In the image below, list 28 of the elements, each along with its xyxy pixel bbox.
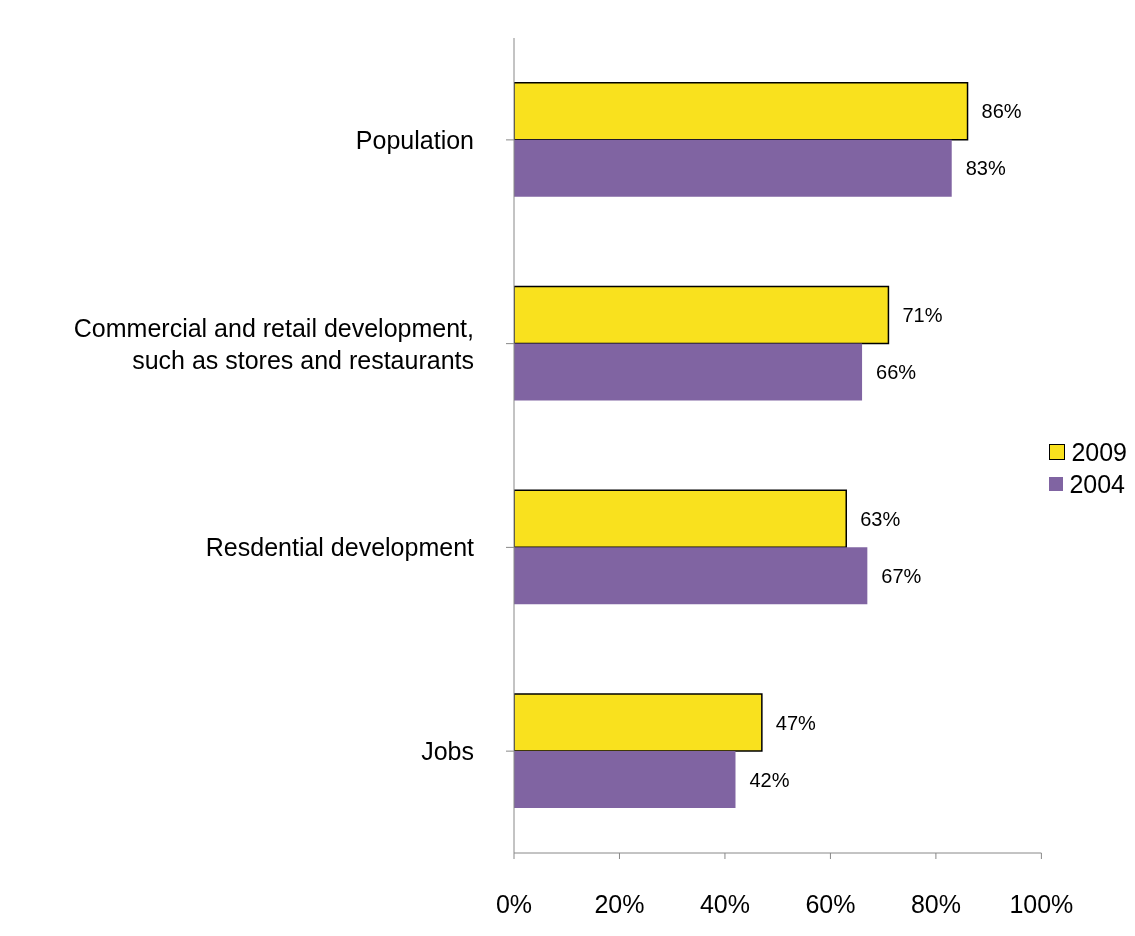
bar bbox=[514, 139, 952, 197]
bar bbox=[514, 547, 868, 605]
data-label: 66% bbox=[876, 361, 917, 384]
x-tick-label: 60% bbox=[805, 889, 856, 918]
legend-label: 2009 bbox=[1071, 437, 1127, 467]
bar bbox=[514, 489, 847, 549]
x-tick-label: 100% bbox=[1009, 889, 1074, 918]
bar bbox=[514, 82, 969, 141]
data-label: 47% bbox=[775, 711, 817, 734]
data-label: 67% bbox=[881, 564, 922, 587]
data-label: 71% bbox=[902, 304, 943, 327]
bar bbox=[514, 693, 763, 752]
x-tick-label: 80% bbox=[910, 889, 961, 918]
y-tick-label: Jobs bbox=[421, 737, 474, 766]
data-label: 83% bbox=[965, 157, 1006, 180]
x-tick-label: 40% bbox=[699, 889, 750, 918]
bar bbox=[514, 285, 890, 345]
x-tick-label: 20% bbox=[594, 889, 645, 918]
y-tick-label: Commercial and retail development, such as stores and restaurants bbox=[73, 313, 474, 374]
data-label: 86% bbox=[981, 100, 1022, 123]
y-tick-label: Population bbox=[355, 125, 474, 154]
bar bbox=[514, 343, 863, 401]
legend-label: 2004 bbox=[1069, 469, 1125, 499]
x-tick-label: 0% bbox=[495, 889, 533, 918]
y-tick-label: Resdential development bbox=[205, 533, 475, 562]
data-label: 42% bbox=[749, 768, 790, 791]
bar bbox=[514, 751, 736, 809]
data-label: 63% bbox=[860, 507, 901, 530]
